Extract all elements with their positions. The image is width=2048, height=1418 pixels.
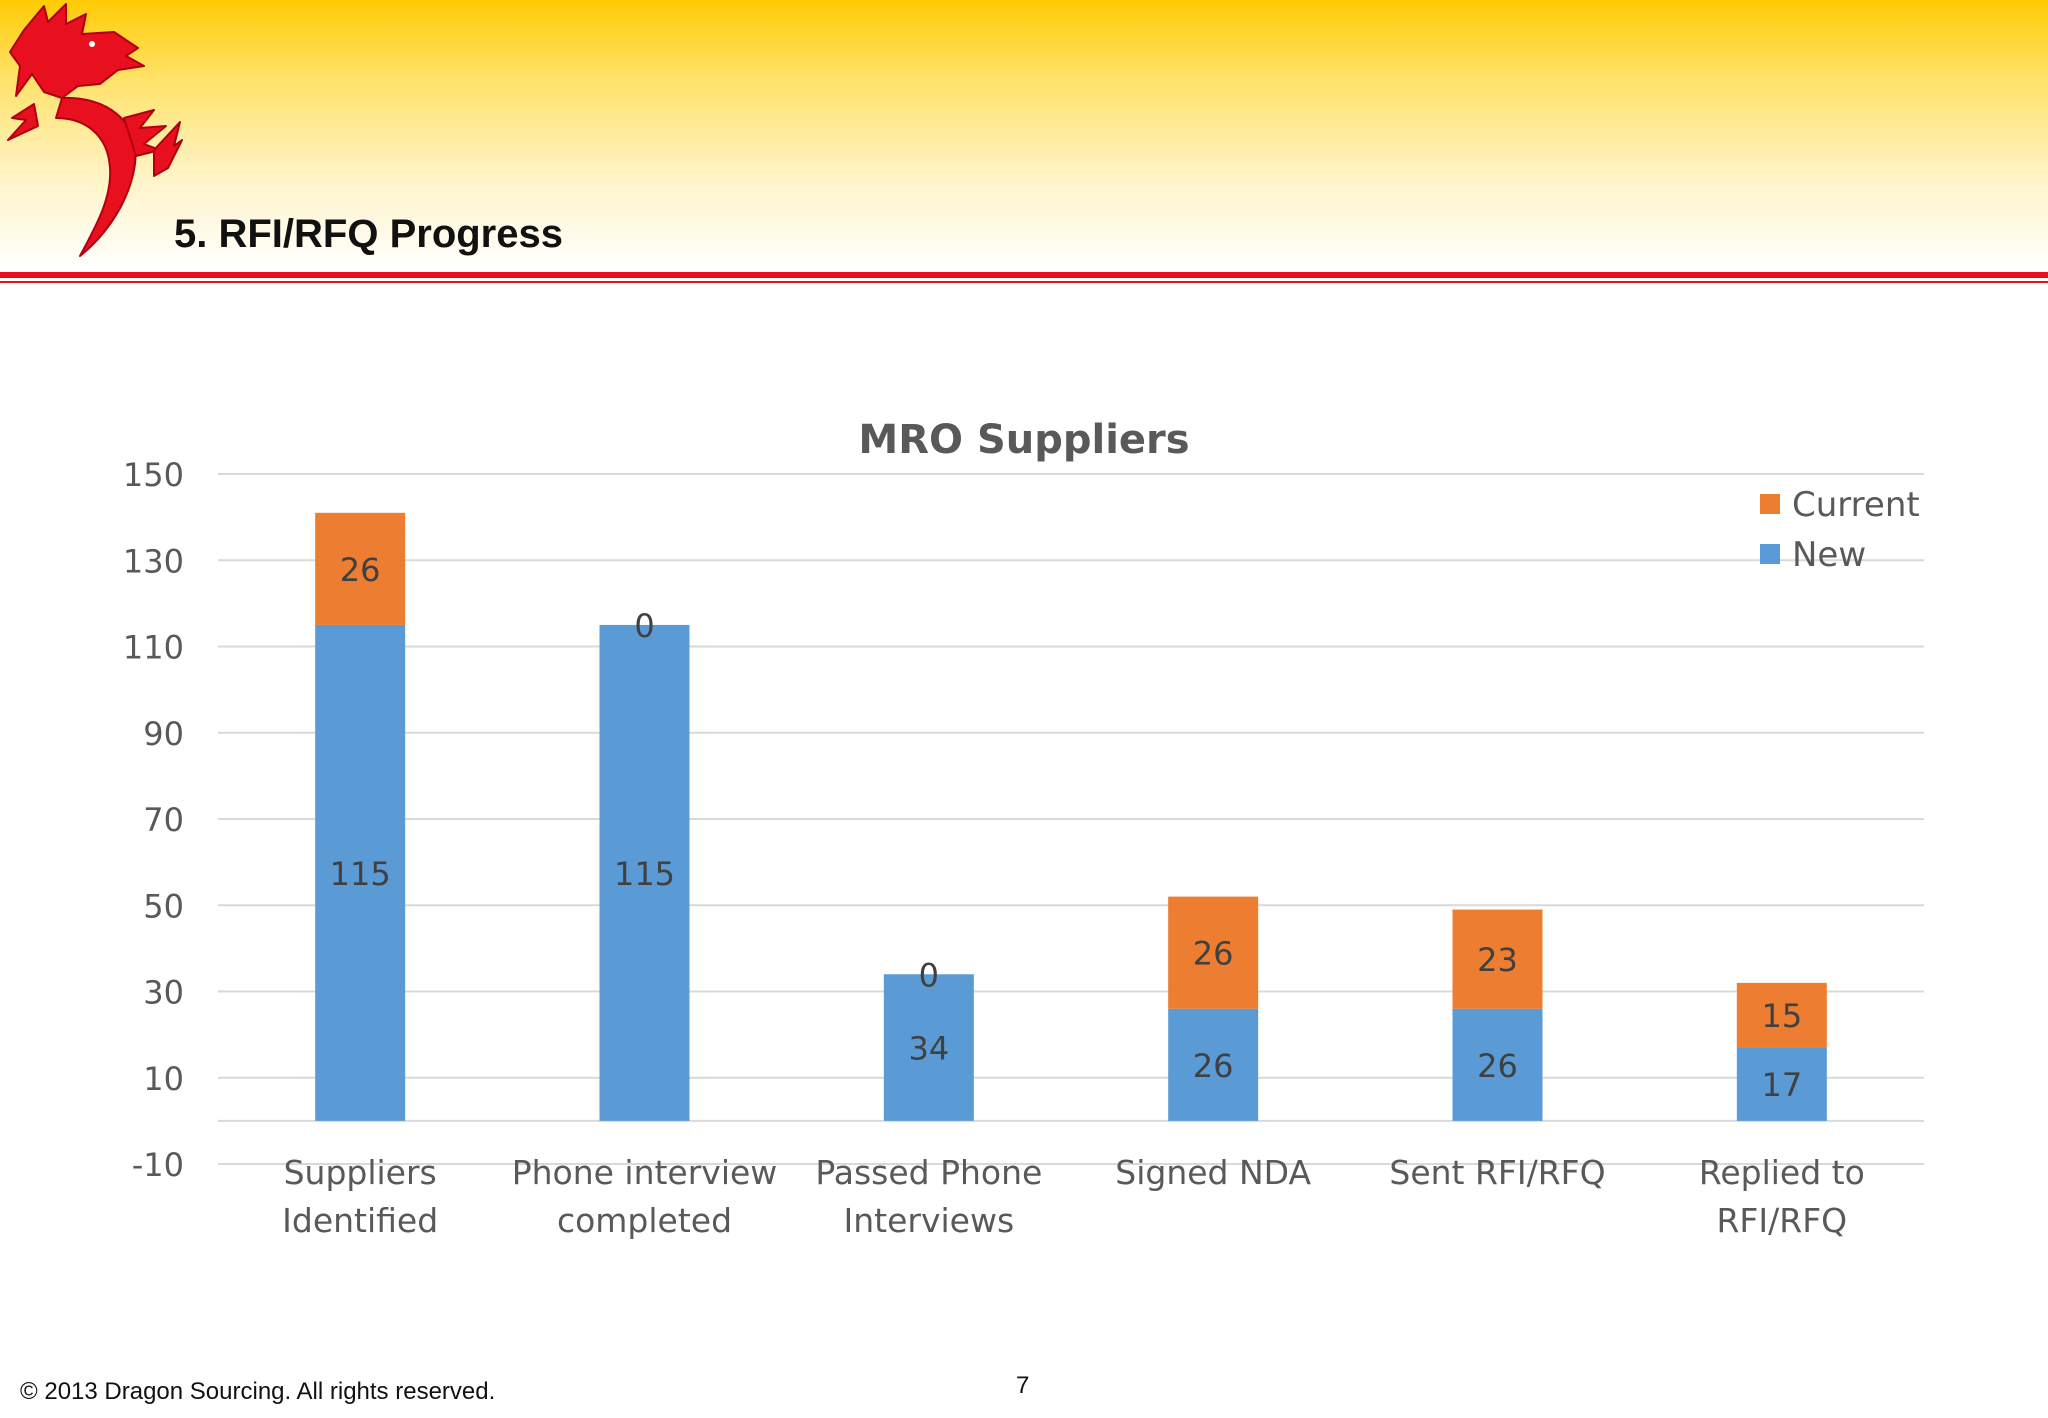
legend-swatch bbox=[1760, 494, 1780, 514]
data-label-current: 0 bbox=[919, 956, 939, 994]
x-category-label: Identified bbox=[282, 1201, 438, 1240]
chart-legend: Current New bbox=[1760, 485, 1920, 575]
data-label-current: 26 bbox=[340, 551, 381, 589]
header-rule-thin bbox=[0, 281, 2048, 283]
y-tick-label: 90 bbox=[143, 715, 184, 753]
data-label-new: 17 bbox=[1761, 1066, 1802, 1104]
x-category-label: Replied to bbox=[1699, 1153, 1865, 1192]
data-label-current: 23 bbox=[1477, 941, 1518, 979]
bar-current bbox=[1452, 909, 1543, 1009]
data-label-new: 26 bbox=[1477, 1047, 1518, 1085]
x-category-label: completed bbox=[557, 1201, 732, 1240]
x-axis-category-labels: Suppliers Identified Phone interview comple… bbox=[282, 1153, 1865, 1240]
y-tick-label: 130 bbox=[123, 542, 184, 580]
y-tick-label: 150 bbox=[123, 456, 184, 494]
x-category-label: Interviews bbox=[844, 1201, 1015, 1240]
bar-current bbox=[1736, 982, 1827, 1048]
footer-copyright: © 2013 Dragon Sourcing. All rights reser… bbox=[20, 1378, 496, 1405]
y-tick-label: 30 bbox=[143, 974, 184, 1012]
data-label-current: 26 bbox=[1193, 935, 1234, 973]
bar-new bbox=[1168, 1008, 1259, 1121]
bar-new bbox=[599, 624, 690, 1121]
page-number: 7 bbox=[1016, 1372, 1030, 1399]
red-dragon-logo-icon bbox=[7, 3, 183, 257]
bars bbox=[315, 512, 1827, 1121]
y-tick-label: -10 bbox=[132, 1146, 184, 1184]
data-label-current: 15 bbox=[1761, 997, 1802, 1035]
legend-label: New bbox=[1792, 535, 1866, 575]
bar-new bbox=[883, 974, 974, 1121]
y-tick-label: 110 bbox=[123, 629, 184, 667]
bar-current bbox=[315, 512, 406, 625]
bar-current bbox=[1168, 896, 1259, 1009]
x-category-label: Signed NDA bbox=[1115, 1153, 1311, 1192]
header-rule-thick bbox=[0, 272, 2048, 278]
data-labels: 115 26 115 0 34 0 26 26 26 23 17 15 bbox=[330, 551, 1803, 1104]
y-axis-tick-labels: 150 130 110 90 70 50 30 10 -10 bbox=[123, 456, 184, 1184]
y-tick-label: 50 bbox=[143, 887, 184, 925]
bar-new bbox=[1736, 1047, 1827, 1121]
data-label-new: 115 bbox=[330, 855, 391, 893]
y-tick-label: 10 bbox=[143, 1060, 184, 1098]
y-tick-label: 70 bbox=[143, 801, 184, 839]
chart-title: MRO Suppliers bbox=[858, 417, 1189, 463]
x-category-label: RFI/RFQ bbox=[1717, 1201, 1848, 1240]
x-category-label: Phone interview bbox=[512, 1153, 778, 1192]
x-category-label: Passed Phone bbox=[815, 1153, 1042, 1192]
data-label-current: 0 bbox=[634, 607, 654, 645]
data-label-new: 34 bbox=[908, 1030, 949, 1068]
legend-swatch bbox=[1760, 544, 1780, 564]
bar-new bbox=[1452, 1008, 1543, 1121]
x-category-label: Suppliers bbox=[284, 1153, 437, 1192]
slide-title: 5. RFI/RFQ Progress bbox=[174, 212, 563, 256]
x-category-label: Sent RFI/RFQ bbox=[1389, 1153, 1605, 1192]
gridlines bbox=[218, 473, 1924, 1165]
bar-new bbox=[315, 624, 406, 1121]
header-band: 5. RFI/RFQ Progress bbox=[0, 0, 2048, 268]
legend-label: Current bbox=[1792, 485, 1920, 525]
data-label-new: 26 bbox=[1193, 1047, 1234, 1085]
data-label-new: 115 bbox=[614, 855, 675, 893]
